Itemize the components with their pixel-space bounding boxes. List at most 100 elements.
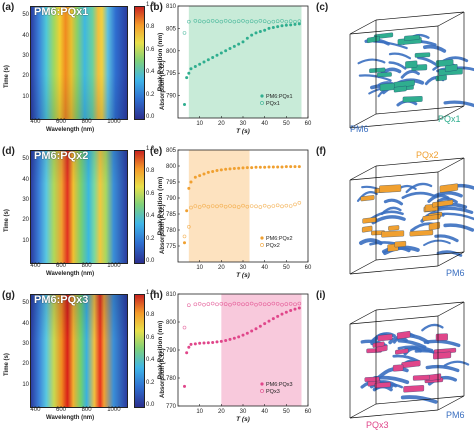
data-point-PQx3: [271, 301, 276, 306]
acceptor-stack: [403, 385, 425, 393]
data-point-PQx3: [182, 325, 187, 330]
acceptor-stack: [445, 64, 458, 73]
data-point-PQx3: [249, 301, 254, 306]
heatmap-d-ytick: 20: [22, 217, 29, 224]
x-tick-label: 40: [261, 265, 268, 271]
data-point-PQx1: [219, 19, 224, 24]
colorbar-a-tick: 0.0: [146, 114, 155, 120]
data-point-PQx1: [197, 19, 202, 24]
data-point-PQx1: [206, 19, 211, 24]
colorbar-d: [134, 150, 145, 264]
colorbar-d-tick: 0.8: [146, 168, 155, 175]
data-point-PM6:PQx2: [245, 166, 249, 170]
cube-i-donor-label: PM6: [446, 410, 465, 420]
panel-label-d: (d): [2, 146, 15, 157]
donor-fiber: [417, 56, 438, 66]
cube-edge: [349, 19, 377, 35]
acceptor-stack: [366, 35, 380, 44]
x-axis-label: T (s): [236, 416, 250, 423]
heatmap-a-ytick: 10: [22, 93, 29, 100]
heatmap-d-xtick: 1000: [107, 263, 121, 269]
data-point-PQx1: [293, 19, 297, 24]
panel-label-c: (c): [316, 2, 329, 13]
x-tick-label: 10: [196, 121, 203, 127]
data-point-PM6:PQx3: [297, 306, 301, 310]
data-point-PQx3: [293, 302, 297, 307]
colorbar-g-tick: 0.8: [146, 312, 155, 319]
data-point-PM6:PQx3: [284, 310, 288, 314]
data-point-PQx2: [202, 203, 206, 208]
heatmap-g-xtick: 600: [56, 407, 67, 413]
data-point-PQx2: [232, 204, 237, 209]
data-point-PQx3: [241, 302, 245, 307]
acceptor-stack: [439, 183, 459, 193]
data-point-PM6:PQx3: [276, 314, 280, 318]
data-point-PM6:PQx1: [193, 64, 197, 68]
colorbar-g-tick: 0.2: [146, 379, 155, 386]
data-point-PQx2: [271, 204, 276, 208]
acceptor-stack: [404, 34, 420, 41]
data-point-PQx1: [280, 18, 284, 23]
data-point-PM6:PQx1: [271, 26, 275, 30]
heatmap-d-ytick: 30: [22, 196, 29, 203]
data-point-PQx3: [223, 302, 228, 306]
data-point-PQx3: [297, 301, 302, 306]
data-point-PM6:PQx3: [185, 351, 189, 355]
data-point-PQx1: [288, 19, 293, 24]
data-point-PM6:PQx1: [189, 67, 193, 71]
data-point-PM6:PQx3: [224, 338, 228, 342]
donor-fiber: [423, 339, 461, 348]
colorbar-a-tick: 0.8: [146, 24, 155, 31]
colorbar-g-tick: 1.0: [146, 290, 155, 296]
data-point-PM6:PQx2: [241, 166, 245, 170]
acceptor-stack: [414, 52, 431, 58]
acceptor-stack: [394, 240, 407, 248]
heatmap-a-ytick: 30: [22, 52, 29, 59]
data-point-PM6:PQx2: [280, 165, 284, 169]
scatter-chart-b: 10 20 30 40 50 60 790 795 800 805 810 T (s) Peak Pos…: [157, 4, 312, 135]
heatmap-g-ylabel: Time (s): [4, 353, 10, 376]
cube-edge: [349, 113, 377, 129]
data-point-PM6:PQx3: [258, 324, 262, 328]
data-point-PQx3: [219, 302, 224, 306]
data-point-PQx1: [182, 31, 187, 35]
data-point-PM6:PQx3: [198, 341, 202, 345]
x-tick-label: 20: [218, 121, 225, 127]
donor-fiber: [442, 212, 474, 221]
donor-fiber: [359, 238, 383, 246]
colorbar-d-tick: 0.2: [146, 235, 155, 242]
data-point-PM6:PQx1: [202, 60, 206, 64]
data-point-PQx3: [215, 302, 219, 307]
data-point-PQx1: [236, 19, 241, 24]
colorbar-d-tick: 1.0: [146, 146, 155, 152]
data-point-PM6:PQx3: [187, 345, 191, 349]
data-point-PM6:PQx1: [297, 22, 301, 26]
data-point-PQx1: [275, 19, 280, 24]
data-point-PQx3: [284, 302, 289, 306]
data-point-PQx1: [249, 19, 254, 24]
data-point-PM6:PQx1: [198, 62, 202, 66]
cube-edge: [375, 157, 465, 167]
acceptor-stack: [381, 230, 405, 238]
data-point-PQx2: [262, 203, 267, 208]
x-axis-label: T (s): [236, 272, 250, 279]
heatmap-a: [30, 6, 128, 120]
heatmap-d-ytick: 40: [22, 176, 29, 183]
data-point-PQx2: [182, 234, 187, 239]
shaded-region: [188, 6, 302, 118]
data-point-PM6:PQx2: [267, 165, 271, 169]
data-point-PM6:PQx1: [219, 51, 223, 55]
panel-label-b: (b): [150, 2, 163, 13]
data-point-PQx3: [288, 302, 293, 306]
acceptor-stack: [405, 60, 418, 69]
data-point-PQx2: [215, 204, 219, 209]
acceptor-stack: [388, 225, 400, 231]
data-point-PM6:PQx2: [289, 165, 293, 169]
acceptor-stack: [364, 376, 380, 382]
colorbar-a: [134, 6, 145, 120]
colorbar-a-label: Absorption (A.U.): [160, 60, 166, 110]
data-point-PM6:PQx2: [258, 165, 262, 169]
data-point-PQx1: [215, 19, 219, 24]
acceptor-stack: [402, 96, 423, 103]
cube-edge: [349, 315, 439, 325]
